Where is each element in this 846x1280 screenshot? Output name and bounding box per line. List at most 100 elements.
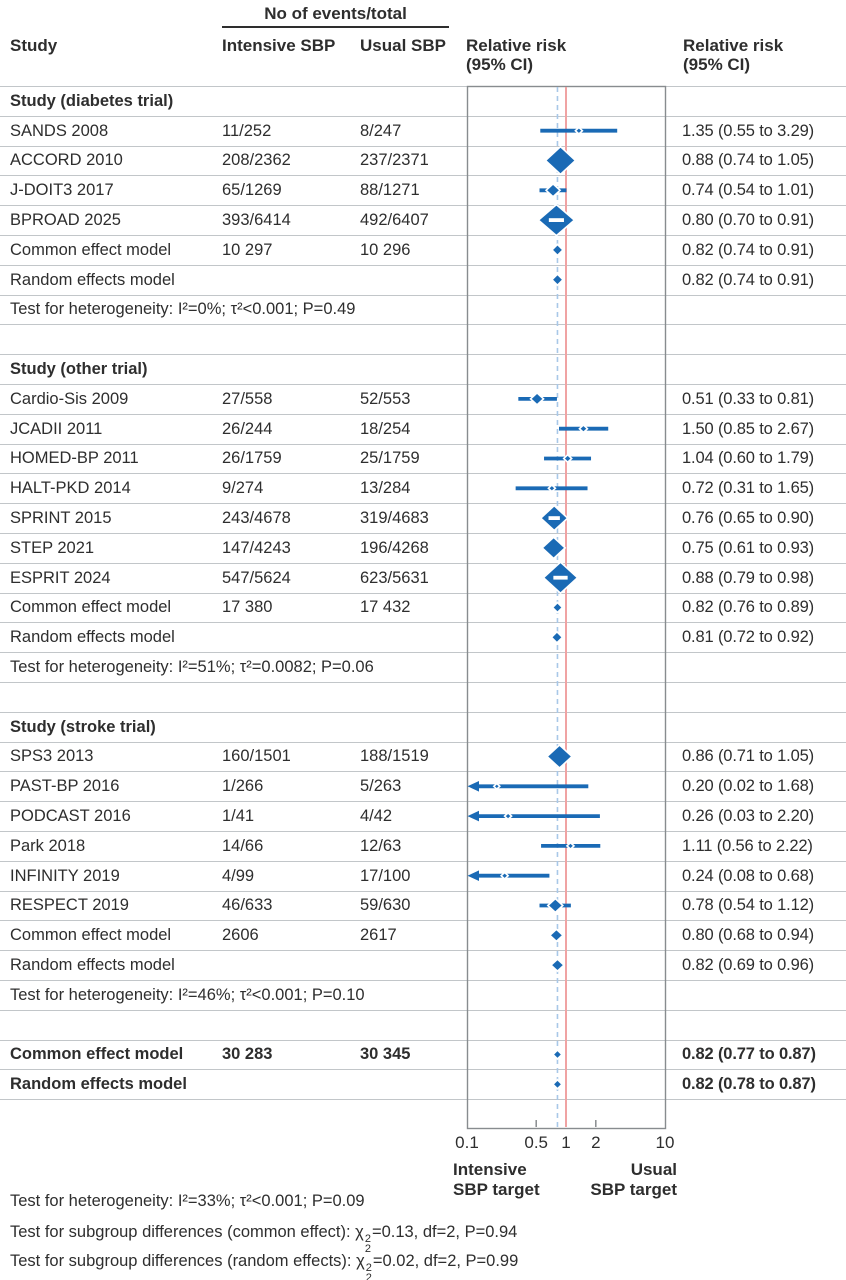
study-label: HOMED-BP 2011 [10,449,139,468]
study-row: INFINITY 2019 4/99 17/100 0.24 (0.08 to 0.6… [0,862,846,892]
intensive-events-cell: 147/4243 [222,538,291,557]
usual-events-cell: 59/630 [360,896,411,915]
section-row: Study (stroke trial) [0,713,846,743]
relative-risk-ci-cell: 0.75 (0.61 to 0.93) [682,538,814,557]
relative-risk-text-header-line2: (95% CI) [683,55,751,74]
x-axis-tick-label: 10 [655,1133,675,1152]
study-label: SPRINT 2015 [10,509,112,528]
usual-events-cell: 88/1271 [360,181,420,200]
usual-events-cell: 13/284 [360,479,411,498]
axis-caption-intensive-line1: Intensive [453,1160,527,1179]
relative-risk-ci-cell: 0.74 (0.54 to 1.01) [682,181,814,200]
section-row: Study (diabetes trial) [0,87,846,117]
summary-row: Random effects model 0.81 (0.72 to 0.92) [0,623,846,654]
relative-risk-ci-cell: 0.78 (0.54 to 1.12) [682,896,814,915]
summary-row: Common effect model 2606 2617 0.80 (0.68 to… [0,921,846,952]
usual-sbp-column-header: Usual SBP [360,36,446,55]
overall-row: Random effects model 0.82 (0.78 to 0.87) [0,1070,846,1101]
study-label: HALT-PKD 2014 [10,479,131,498]
x-axis-tick-label: 2 [591,1133,601,1152]
test-heterogeneity-label: Test for heterogeneity: I²=46%; τ²<0.001… [10,985,365,1004]
relative-risk-ci-cell: 0.51 (0.33 to 0.81) [682,389,814,408]
study-label: INFINITY 2019 [10,866,120,885]
relative-risk-ci-cell: 0.86 (0.71 to 1.05) [682,747,814,766]
test-row: Test for heterogeneity: I²=51%; τ²=0.008… [0,653,846,683]
intensive-events-cell: 9/274 [222,479,264,498]
study-label: ACCORD 2010 [10,151,123,170]
relative-risk-text-header-line1: Relative risk [683,36,784,55]
relative-risk-ci-cell: 1.35 (0.55 to 3.29) [682,121,814,140]
x-axis-tick-label: 0.1 [455,1133,479,1152]
table-rows: Study (diabetes trial) SANDS 2008 11/252 8/… [0,86,846,1101]
usual-events-cell: 237/2371 [360,151,429,170]
usual-events-cell: 5/263 [360,777,402,796]
intensive-events-cell: 160/1501 [222,747,291,766]
study-label: Park 2018 [10,836,86,855]
axis-caption-intensive: Intensive SBP target [453,1160,540,1200]
usual-events-cell: 30 345 [360,1045,411,1064]
intensive-events-cell: 17 380 [222,598,273,617]
chi-superscript: 2 [365,1262,372,1274]
footnote-subgroup-random: Test for subgroup differences (random ef… [10,1252,518,1280]
axis-caption-intensive-line2: SBP target [453,1180,540,1199]
intensive-events-cell: 14/66 [222,836,264,855]
usual-events-cell: 188/1519 [360,747,429,766]
relative-risk-ci-cell: 0.76 (0.65 to 0.90) [682,509,814,528]
study-label: J-DOIT3 2017 [10,181,114,200]
relative-risk-ci-cell: 0.24 (0.08 to 0.68) [682,866,814,885]
study-label: Study (stroke trial) [10,717,156,736]
chi-subscript: 2 [364,1243,371,1255]
study-row: ACCORD 2010 208/2362 237/2371 0.88 (0.74 to… [0,147,846,177]
intensive-events-cell: 10 297 [222,240,273,259]
usual-events-cell: 10 296 [360,240,411,259]
x-axis-tick-label: 0.5 [524,1133,549,1152]
relative-risk-ci-cell: 1.11 (0.56 to 2.22) [682,836,813,855]
relative-risk-ci-cell: 0.20 (0.02 to 1.68) [682,777,814,796]
usual-events-cell: 12/63 [360,836,402,855]
intensive-events-cell: 46/633 [222,896,273,915]
relative-risk-text-header: Relative risk (95% CI) [683,36,783,74]
summary-row: Common effect model 10 297 10 296 0.82 (0.7… [0,236,846,266]
relative-risk-ci-cell: 0.82 (0.78 to 0.87) [682,1075,816,1094]
intensive-events-cell: 26/1759 [222,449,282,468]
usual-events-cell: 17 432 [360,598,411,617]
study-label: Random effects model [10,270,175,289]
study-label: PODCAST 2016 [10,807,131,826]
axis-caption-usual-line2: SBP target [590,1180,677,1199]
study-label: JCADII 2011 [10,419,103,438]
relative-risk-ci-cell: 0.88 (0.79 to 0.98) [682,568,814,587]
study-row: SPS3 2013 160/1501 188/1519 0.86 (0.71 to 1… [0,743,846,773]
study-row: J-DOIT3 2017 65/1269 88/1271 0.74 (0.54 to … [0,176,846,207]
relative-risk-ci-cell: 0.80 (0.68 to 0.94) [682,926,814,945]
chi-symbol: χ [356,1252,365,1270]
usual-events-cell: 2617 [360,926,397,945]
test-row: Test for heterogeneity: I²=0%; τ²<0.001;… [0,296,846,326]
relative-risk-plot-header-line1: Relative risk [466,36,567,55]
study-label: Study (other trial) [10,360,148,379]
usual-events-cell: 8/247 [360,121,402,140]
intensive-events-cell: 1/41 [222,807,255,826]
study-label: RESPECT 2019 [10,896,129,915]
axis-caption-usual: Usual SBP target [540,1160,677,1200]
relative-risk-ci-cell: 0.26 (0.03 to 2.20) [682,807,814,826]
spacer-row [0,683,846,713]
study-row: ESPRIT 2024 547/5624 623/5631 0.88 (0.79 to… [0,564,846,594]
study-row: PODCAST 2016 1/41 4/42 0.26 (0.03 to 2.20) [0,802,846,832]
relative-risk-ci-cell: 0.72 (0.31 to 1.65) [682,479,814,498]
study-row: HALT-PKD 2014 9/274 13/284 0.72 (0.31 to 1.… [0,474,846,505]
intensive-events-cell: 2606 [222,926,259,945]
relative-risk-ci-cell: 0.81 (0.72 to 0.92) [682,628,814,647]
study-label: Common effect model [10,1045,184,1064]
spacer-row [0,325,846,356]
study-label: ESPRIT 2024 [10,568,111,587]
x-axis-tick-label: 1 [561,1133,571,1152]
relative-risk-ci-cell: 0.80 (0.70 to 0.91) [682,211,814,230]
footnote-subgroup-common-suffix: =0.13, df=2, P=0.94 [371,1223,518,1241]
study-row: SANDS 2008 11/252 8/247 1.35 (0.55 to 3.29) [0,117,846,147]
axis-caption-usual-line1: Usual [630,1160,677,1179]
study-label: Random effects model [10,1075,187,1094]
study-row: SPRINT 2015 243/4678 319/4683 0.76 (0.65 to… [0,504,846,534]
section-row: Study (other trial) [0,355,846,385]
